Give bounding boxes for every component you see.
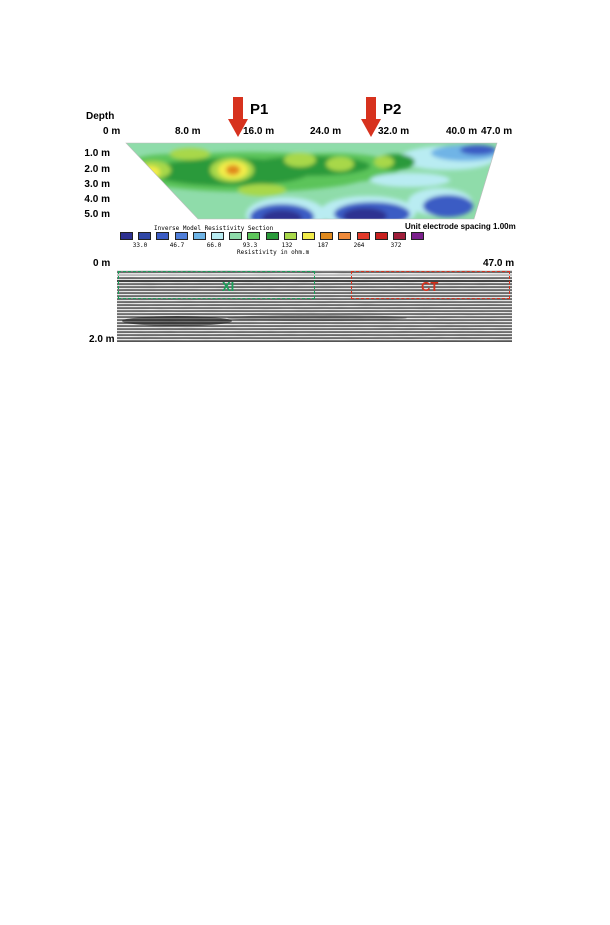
legend-swatch [211,232,224,240]
legend-swatch [320,232,334,240]
section-title: Inverse Model Resistivity Section [154,225,274,232]
legend-swatch [247,232,261,240]
depth-tick-4: 4.0 m [84,194,110,205]
legend-tick: 46.7 [169,242,185,249]
depth-tick-2: 2.0 m [84,164,110,175]
legend-tick: 66.0 [206,242,222,249]
legend-tick: 33.0 [132,242,148,249]
legend-swatch [156,232,170,240]
x-tick-47: 47.0 m [481,126,513,137]
depth-tick-3: 3.0 m [84,179,110,190]
x-tick-8: 8.0 m [175,126,201,137]
zone-xi-label: XI [222,279,235,294]
legend-tick: 132 [281,242,293,249]
legend-swatch [174,232,188,240]
legend-swatch [374,232,388,240]
x-tick-40: 40.0 m [446,126,478,137]
zone-ct-label: CT [421,279,439,294]
legend-tick: 93.3 [242,242,258,249]
zone-ct-box [351,271,510,299]
legend-swatch [138,232,152,240]
depth-tick-1: 1.0 m [84,148,110,159]
p1-label: P1 [250,101,269,118]
p2-label: P2 [383,101,402,118]
p2-arrow-icon [361,97,381,137]
legend-tick: 372 [390,242,402,249]
depth-heading: Depth [86,111,115,122]
legend-swatch [229,232,243,240]
legend-tick: 264 [353,242,365,249]
legend-unit: Resistivity in ohm.m [237,249,310,256]
legend-swatch [265,232,279,240]
x-tick-24: 24.0 m [310,126,342,137]
x-tick-0: 0 m [103,126,121,137]
legend-tick: 187 [317,242,329,249]
legend-swatch [338,232,352,240]
x-tick-32: 32.0 m [378,126,410,137]
legend-swatch [192,232,206,240]
legend-swatch [356,232,370,240]
resistivity-section [125,142,498,220]
legend-swatch [411,232,425,240]
zone-xi-box [118,271,315,299]
legend-swatch [302,232,315,240]
depth-tick-5: 5.0 m [84,209,110,220]
gpr-top-left-label: 0 m [93,258,111,269]
gpr-bottom-left-label: 2.0 m [89,334,115,345]
electrode-spacing-note: Unit electrode spacing 1.00m [405,222,516,231]
p1-arrow-icon [228,97,248,137]
legend-swatch [393,232,406,240]
legend-swatch [283,232,297,240]
legend-swatch [120,232,133,240]
gpr-top-right-label: 47.0 m [483,258,515,269]
x-tick-16: 16.0 m [243,126,275,137]
